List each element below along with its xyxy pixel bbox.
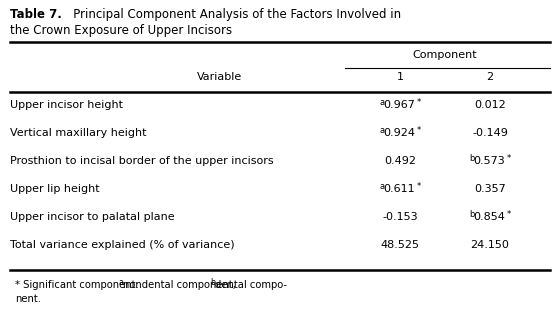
Text: 0.854: 0.854: [474, 212, 506, 222]
Text: -0.149: -0.149: [472, 128, 508, 138]
Text: nondental component,: nondental component,: [123, 280, 239, 290]
Text: a: a: [380, 126, 385, 135]
Text: 1: 1: [396, 72, 404, 82]
Text: Component: Component: [413, 50, 477, 60]
Text: a: a: [380, 182, 385, 191]
Text: 24.150: 24.150: [470, 240, 510, 250]
Text: 0.012: 0.012: [474, 100, 506, 110]
Text: *: *: [416, 98, 421, 107]
Text: Vertical maxillary height: Vertical maxillary height: [10, 128, 147, 138]
Text: 0.967: 0.967: [384, 100, 416, 110]
Text: Total variance explained (% of variance): Total variance explained (% of variance): [10, 240, 235, 250]
Text: the Crown Exposure of Upper Incisors: the Crown Exposure of Upper Incisors: [10, 24, 232, 37]
Text: *: *: [506, 210, 511, 219]
Text: * Significant component:: * Significant component:: [15, 280, 142, 290]
Text: Variable: Variable: [197, 72, 242, 82]
Text: 0.573: 0.573: [474, 156, 506, 166]
Text: Prosthion to incisal border of the upper incisors: Prosthion to incisal border of the upper…: [10, 156, 274, 166]
Text: 0.924: 0.924: [384, 128, 416, 138]
Text: -0.153: -0.153: [382, 212, 418, 222]
Text: a: a: [119, 278, 124, 287]
Text: a: a: [380, 98, 385, 107]
Text: Table 7.: Table 7.: [10, 8, 62, 21]
Text: dental compo-: dental compo-: [215, 280, 287, 290]
Text: *: *: [416, 126, 421, 135]
Text: b: b: [470, 210, 475, 219]
Text: 2: 2: [487, 72, 493, 82]
Text: Upper lip height: Upper lip height: [10, 184, 100, 194]
Text: Upper incisor height: Upper incisor height: [10, 100, 123, 110]
Text: nent.: nent.: [15, 294, 41, 304]
Text: 48.525: 48.525: [380, 240, 419, 250]
Text: 0.611: 0.611: [384, 184, 416, 194]
Text: *: *: [506, 154, 511, 163]
Text: *: *: [416, 182, 421, 191]
Text: b: b: [211, 278, 216, 287]
Text: b: b: [470, 154, 475, 163]
Text: 0.492: 0.492: [384, 156, 416, 166]
Text: Principal Component Analysis of the Factors Involved in: Principal Component Analysis of the Fact…: [62, 8, 401, 21]
Text: Upper incisor to palatal plane: Upper incisor to palatal plane: [10, 212, 175, 222]
Text: 0.357: 0.357: [474, 184, 506, 194]
